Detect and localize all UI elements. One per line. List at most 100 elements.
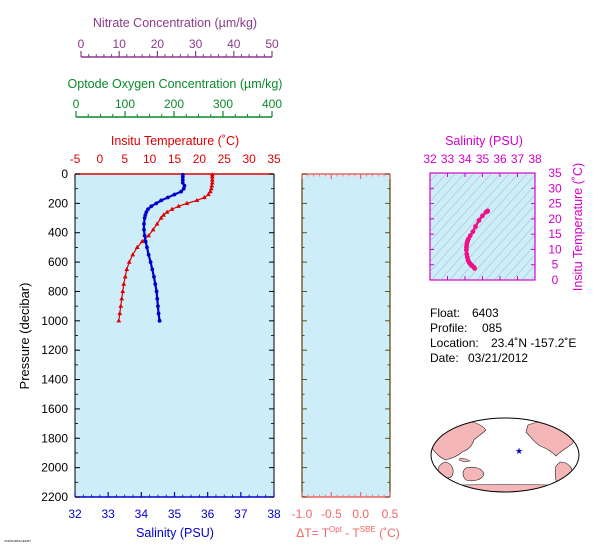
tick-label: 37 xyxy=(511,152,525,166)
salinity-point xyxy=(157,318,162,323)
nitrate-axis-label: Nitrate Concentration (µm/kg) xyxy=(93,16,257,30)
tick-label: 1200 xyxy=(41,343,68,357)
profile-plot-area xyxy=(75,174,274,497)
tick-label: 32 xyxy=(68,507,82,521)
tick-label: 800 xyxy=(48,284,68,298)
ts-points xyxy=(464,208,491,271)
temperature-point xyxy=(130,252,136,257)
tick-label: 2000 xyxy=(41,461,68,475)
tick-label: 300 xyxy=(213,97,233,111)
delta-axis-label: ΔT= TOpt - TSBE (˚C) xyxy=(296,525,400,540)
temperature-point xyxy=(119,296,125,301)
salinity-point xyxy=(144,210,149,215)
tick-label: 200 xyxy=(48,196,68,210)
tick-label: 37 xyxy=(234,507,248,521)
tick-label: -0.5 xyxy=(321,507,342,521)
ts-panel-title: Salinity (PSU) xyxy=(445,134,523,148)
world-map: ★ xyxy=(430,417,580,493)
temperature-point xyxy=(209,183,215,188)
density-contour xyxy=(430,173,484,232)
temperature-point xyxy=(139,238,145,244)
salinity-point xyxy=(143,213,148,218)
oxygen-axis-ticks: 0 100 200 300 400 xyxy=(73,97,282,118)
salinity-point xyxy=(156,311,161,316)
temperature-point xyxy=(169,206,175,211)
temperature-axis: Insitu Temperature (˚C) -5 0 5 10 15 20 25 30 35 xyxy=(70,134,281,179)
tick-label: 0.0 xyxy=(352,507,369,521)
map-outline xyxy=(430,417,580,493)
tick-label: 10 xyxy=(113,37,127,51)
temperature-point xyxy=(161,212,166,217)
salinity-point xyxy=(180,177,185,182)
ts-point xyxy=(472,265,478,271)
delta-axis-ticks: -1.0 -0.5 0.0 0.5 xyxy=(292,173,399,521)
profile-series xyxy=(116,172,215,323)
salinity-point xyxy=(150,267,155,272)
density-contour xyxy=(430,173,502,252)
tick-label: 50 xyxy=(265,37,279,51)
tick-label: 32 xyxy=(423,152,437,166)
tick-label: 36 xyxy=(201,507,215,521)
density-contour xyxy=(430,173,475,222)
ts-panel: Salinity (PSU) 32 33 34 35 36 37 38 0510152025… xyxy=(423,134,585,291)
temperature-point xyxy=(124,266,130,272)
date-label: Date: xyxy=(430,351,459,365)
temperature-point xyxy=(209,174,215,179)
temperature-point xyxy=(207,189,213,194)
nitrate-axis-ticks: 0 10 20 30 40 50 xyxy=(78,37,279,58)
temperature-point xyxy=(134,244,140,250)
tick-label: 15 xyxy=(168,152,182,166)
temperature-point xyxy=(164,209,170,214)
tick-label: 30 xyxy=(189,37,203,51)
tick-label: 0 xyxy=(78,37,85,51)
density-contour xyxy=(449,184,535,280)
salinity-point xyxy=(149,204,154,209)
tick-label: 34 xyxy=(458,152,472,166)
salinity-point xyxy=(142,222,146,226)
tick-label: 100 xyxy=(115,97,135,111)
tick-label: 33 xyxy=(441,152,455,166)
tick-label: 2200 xyxy=(41,490,68,504)
salinity-point xyxy=(154,289,159,294)
tick-label: 200 xyxy=(164,97,184,111)
density-contour xyxy=(458,194,535,280)
tick-label: 40 xyxy=(227,37,241,51)
delta-plot-area xyxy=(302,174,390,497)
salinity-point xyxy=(148,260,153,264)
density-contour xyxy=(430,173,466,212)
tick-label: 0 xyxy=(61,167,68,181)
temperature-point xyxy=(194,197,200,203)
tick-label: 15 xyxy=(548,227,562,241)
temperature-point xyxy=(158,215,164,220)
tick-label: 38 xyxy=(267,507,281,521)
tick-label: 0 xyxy=(552,273,559,287)
salinity-point xyxy=(159,198,164,203)
salinity-point xyxy=(153,282,158,287)
salinity-point xyxy=(145,245,149,250)
tick-label: 1800 xyxy=(41,431,68,445)
tick-label: 20 xyxy=(193,152,207,166)
salinity-point xyxy=(146,252,151,257)
tick-label: 35 xyxy=(168,507,182,521)
ts-point xyxy=(476,217,482,223)
temperature-point xyxy=(116,318,122,323)
footer-code: 7040SURFACEFMT xyxy=(4,539,31,543)
temperature-point xyxy=(209,180,215,185)
ts-temperature-label: Insitu Temperature (˚C) xyxy=(571,163,585,291)
date-value: 03/21/2012 xyxy=(468,351,528,365)
tick-label: 38 xyxy=(528,152,542,166)
salinity-point xyxy=(180,180,185,185)
tick-label: 25 xyxy=(218,152,232,166)
tick-label: 35 xyxy=(267,152,281,166)
salinity-point xyxy=(146,207,150,212)
temperature-axis-label: Insitu Temperature (˚C) xyxy=(111,134,239,148)
pressure-axis-label: Pressure (decibar) xyxy=(17,283,32,390)
location-label: Location: xyxy=(430,336,479,350)
float-info: Float: 6403 Profile: 085 Location: 23.4˚… xyxy=(430,306,576,365)
salinity-point xyxy=(152,274,156,279)
tick-label: 0.5 xyxy=(382,507,399,521)
tick-label: 0 xyxy=(97,152,104,166)
profile-value: 085 xyxy=(482,321,502,335)
